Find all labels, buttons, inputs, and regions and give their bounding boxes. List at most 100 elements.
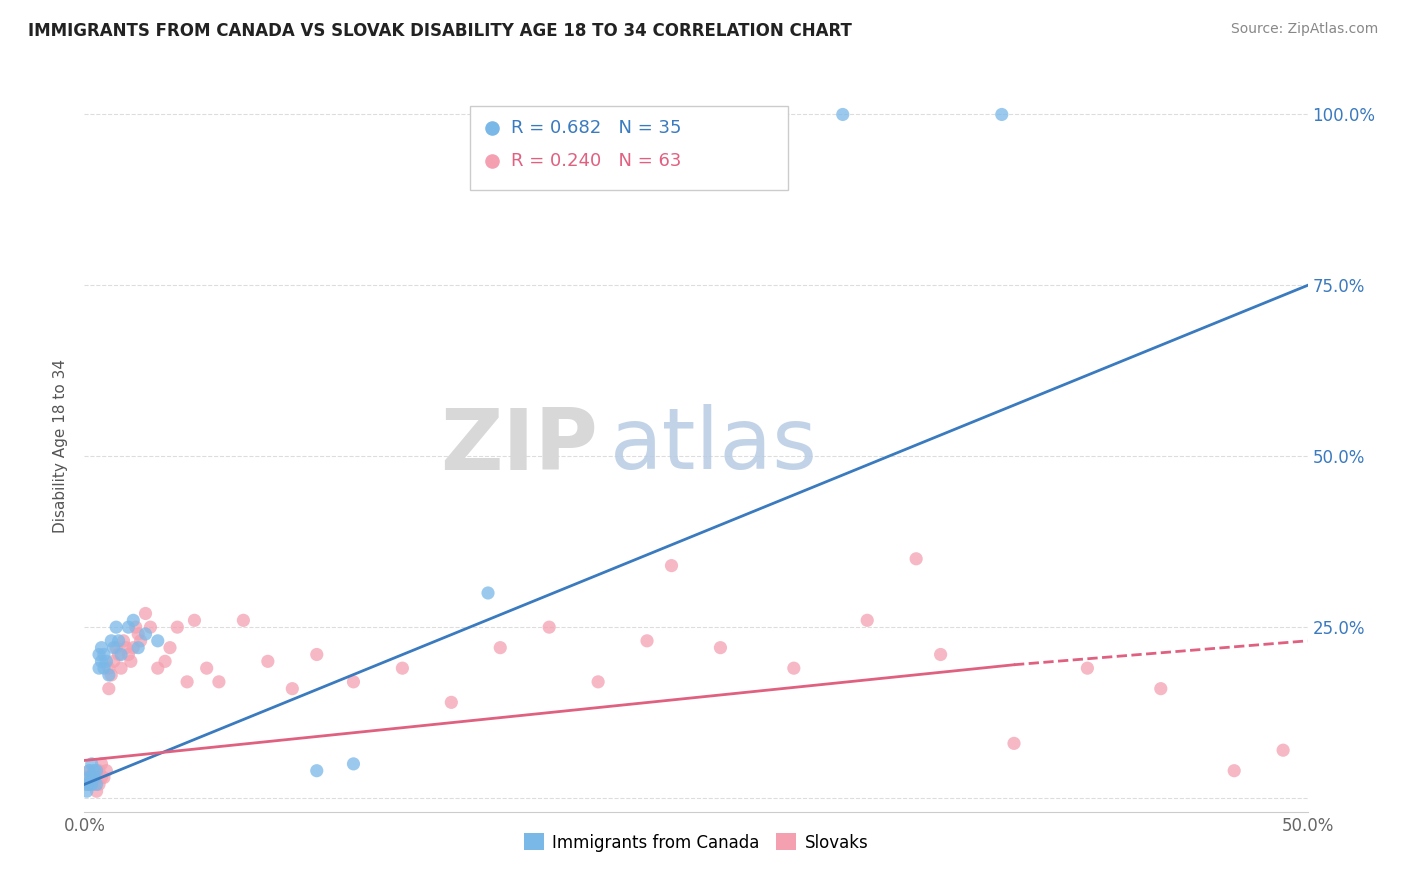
Point (586, 674, 609, 689)
Point (208, 674, 231, 689)
Point (440, 695, 463, 709)
Point (905, 551, 928, 566)
Point (1076, 661, 1098, 675)
Point (107, 633, 129, 648)
Point (86, 784, 108, 798)
FancyBboxPatch shape (470, 106, 787, 190)
Point (93, 771, 115, 785)
Point (77, 777, 100, 791)
Point (90, 654, 112, 668)
Point (80, 771, 103, 785)
Point (477, 586, 499, 600)
Text: R = 0.682   N = 35: R = 0.682 N = 35 (512, 119, 682, 136)
Point (991, 107, 1014, 121)
Point (159, 640, 181, 655)
Point (342, 756, 364, 771)
Point (83, 777, 105, 791)
Point (87, 777, 110, 791)
Point (96, 654, 118, 668)
Point (110, 661, 132, 675)
Point (93, 661, 115, 675)
Point (76, 777, 98, 791)
Point (281, 681, 304, 696)
Legend: Immigrants from Canada, Slovaks: Immigrants from Canada, Slovaks (517, 827, 875, 858)
Point (77, 771, 100, 785)
Point (90, 771, 112, 785)
Point (110, 648, 132, 662)
Point (86, 771, 108, 785)
Point (1223, 764, 1246, 778)
Point (305, 764, 328, 778)
Point (120, 654, 142, 668)
Point (80, 771, 103, 785)
Point (77, 764, 100, 778)
Point (96, 764, 118, 778)
Point (93, 648, 115, 662)
Point (90, 756, 112, 771)
Point (86, 777, 108, 791)
Point (80, 777, 103, 791)
Point (166, 620, 188, 634)
Point (887, 152, 910, 166)
Point (305, 648, 328, 662)
Point (783, 661, 806, 675)
Point (856, 613, 879, 627)
Point (77, 764, 100, 778)
Point (1002, 736, 1025, 750)
Point (257, 654, 280, 668)
Point (80, 777, 103, 791)
Point (117, 620, 139, 634)
Point (489, 640, 512, 655)
Point (122, 613, 145, 627)
Point (125, 620, 148, 634)
Point (87, 764, 110, 778)
Point (77, 777, 100, 791)
Point (709, 640, 731, 655)
Point (83, 764, 105, 778)
Point (87, 648, 110, 662)
Point (391, 661, 413, 675)
Point (105, 620, 128, 634)
Point (135, 607, 157, 621)
Point (127, 640, 149, 655)
Point (538, 620, 561, 634)
Point (831, 107, 853, 121)
Point (183, 613, 205, 627)
Point (87, 661, 110, 675)
Point (83, 771, 105, 785)
Point (232, 613, 254, 627)
Point (342, 674, 364, 689)
Point (100, 668, 122, 682)
Point (153, 654, 176, 668)
Point (112, 633, 135, 648)
Point (86, 764, 108, 778)
Point (103, 640, 125, 655)
Point (76, 784, 98, 798)
Text: ZIP: ZIP (440, 404, 598, 488)
Point (103, 654, 125, 668)
Point (115, 640, 138, 655)
Point (1272, 743, 1295, 757)
Point (76, 777, 98, 791)
Point (636, 633, 658, 648)
Point (661, 558, 683, 573)
Point (135, 627, 157, 641)
Point (97, 681, 120, 696)
Point (887, 183, 910, 197)
Text: atlas: atlas (610, 404, 818, 488)
Point (146, 661, 169, 675)
Point (100, 633, 122, 648)
Text: R = 0.240   N = 63: R = 0.240 N = 63 (512, 152, 682, 169)
Point (127, 627, 149, 641)
Point (97, 668, 120, 682)
Point (97, 661, 120, 675)
Y-axis label: Disability Age 18 to 34: Disability Age 18 to 34 (53, 359, 69, 533)
Point (129, 633, 152, 648)
Point (76, 771, 98, 785)
Text: Source: ZipAtlas.com: Source: ZipAtlas.com (1230, 22, 1378, 37)
Point (107, 648, 129, 662)
Point (195, 661, 218, 675)
Point (117, 648, 139, 662)
Point (90, 640, 112, 655)
Point (139, 620, 162, 634)
